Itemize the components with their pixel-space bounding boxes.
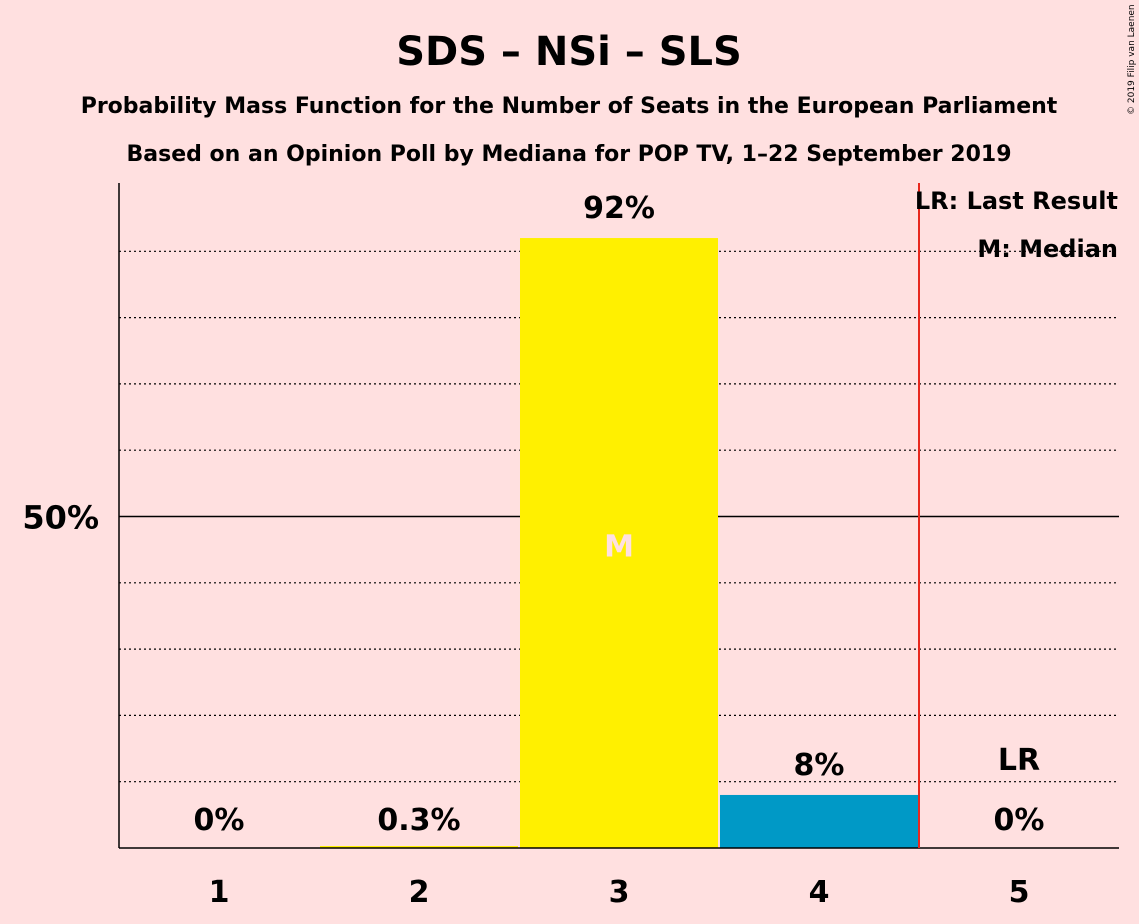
data-labels: 0% 0.3% 92% 8% 0% (194, 191, 1045, 838)
bar-4 (720, 794, 918, 848)
x-tick-labels: 1 2 3 4 5 (209, 875, 1030, 910)
x-tick-label-4: 4 (809, 875, 830, 910)
data-label-3: 92% (583, 191, 655, 226)
chart-title: SDS – NSi – SLS (396, 29, 742, 75)
x-tick-label-5: 5 (1009, 875, 1030, 910)
legend-last-result: LR: Last Result (915, 187, 1118, 215)
last-result-marker: LR (998, 743, 1040, 778)
data-label-2: 0.3% (377, 803, 460, 838)
bars (320, 238, 918, 849)
median-marker: M (604, 530, 634, 565)
x-tick-label-2: 2 (409, 875, 430, 910)
bar-2 (320, 846, 518, 848)
bar-3 (520, 238, 718, 849)
chart-subtitle-line-1: Probability Mass Function for the Number… (81, 94, 1058, 119)
data-label-5: 0% (994, 803, 1045, 838)
data-label-1: 0% (194, 803, 245, 838)
legend-median: M: Median (977, 235, 1118, 263)
data-label-4: 8% (794, 748, 845, 783)
chart-subtitle-line-2: Based on an Opinion Poll by Mediana for … (127, 142, 1012, 167)
copyright-notice: © 2019 Filip van Laenen (1127, 4, 1137, 115)
x-tick-label-1: 1 (209, 875, 230, 910)
x-tick-label-3: 3 (609, 875, 630, 910)
y-tick-label-50: 50% (22, 499, 99, 537)
